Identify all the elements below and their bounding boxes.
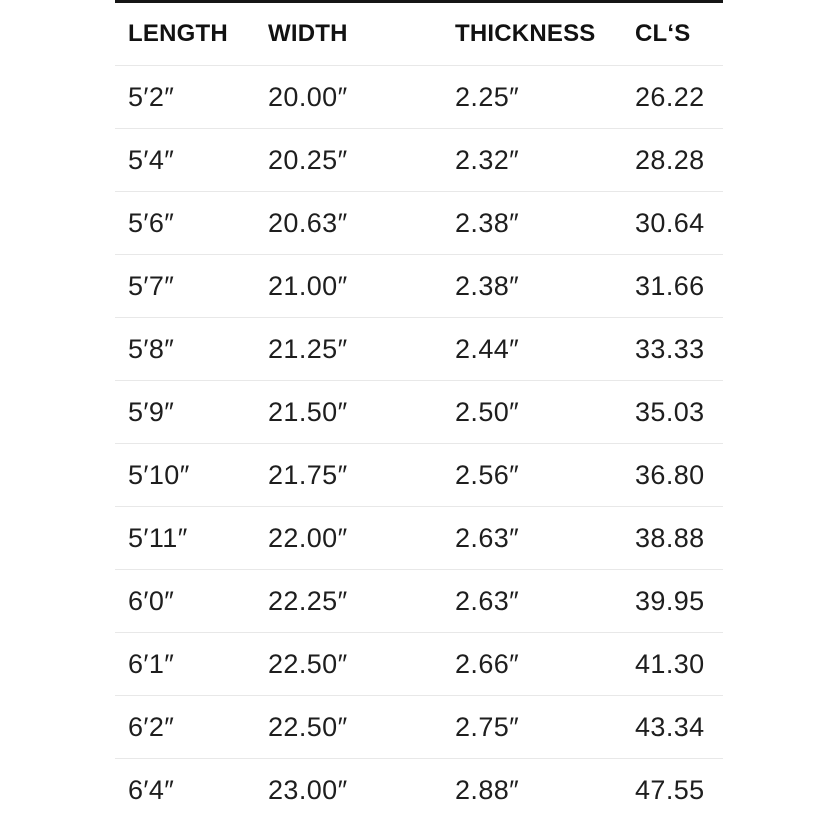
cell-length: 5′7″ [128,270,175,301]
table-row: 5′8″ 21.25″ 2.44″ 33.33 [115,318,723,381]
table-row: 5′10″ 21.75″ 2.56″ 36.80 [115,444,723,507]
size-chart-table: LENGTH WIDTH THICKNESS CL‘S 5′2″ 20.00″ 2.… [115,0,723,822]
table-row: 6′0″ 22.25″ 2.63″ 39.95 [115,570,723,633]
cell-cls: 30.64 [635,207,705,238]
cell-thickness: 2.56″ [455,459,520,490]
table-row: 5′9″ 21.50″ 2.50″ 35.03 [115,381,723,444]
cell-thickness: 2.63″ [455,585,520,616]
cell-length: 6′1″ [128,648,175,679]
cell-width: 20.63″ [268,207,348,238]
cell-cls: 26.22 [635,81,705,112]
header-cell-cls: CL‘S [635,20,691,47]
cell-length: 6′4″ [128,775,175,805]
cell-thickness: 2.32″ [455,144,520,175]
header-cell-width: WIDTH [268,20,348,47]
cell-width: 22.50″ [268,711,348,742]
cell-width: 21.75″ [268,459,348,490]
cell-thickness: 2.38″ [455,270,520,301]
cell-cls: 47.55 [635,775,705,805]
cell-length: 6′0″ [128,585,175,616]
cell-cls: 38.88 [635,522,705,553]
cell-thickness: 2.88″ [455,775,520,805]
cell-width: 20.25″ [268,144,348,175]
cell-width: 23.00″ [268,775,348,805]
table-row: 5′2″ 20.00″ 2.25″ 26.22 [115,66,723,129]
cell-length: 5′8″ [128,333,175,364]
cell-thickness: 2.44″ [455,333,520,364]
cell-length: 5′2″ [128,81,175,112]
cell-cls: 33.33 [635,333,705,364]
cell-length: 5′11″ [128,522,188,553]
cell-thickness: 2.63″ [455,522,520,553]
cell-length: 5′9″ [128,396,175,427]
cell-width: 22.00″ [268,522,348,553]
cell-cls: 28.28 [635,144,705,175]
cell-length: 6′2″ [128,711,175,742]
cell-thickness: 2.25″ [455,81,520,112]
cell-width: 21.00″ [268,270,348,301]
cell-cls: 39.95 [635,585,705,616]
cell-thickness: 2.66″ [455,648,520,679]
table-body: 5′2″ 20.00″ 2.25″ 26.22 5′4″ 20.25″ 2.32″ 28.28… [115,66,723,822]
cell-thickness: 2.38″ [455,207,520,238]
table-row: 6′2″ 22.50″ 2.75″ 43.34 [115,696,723,759]
cell-thickness: 2.75″ [455,711,520,742]
cell-length: 5′10″ [128,459,190,490]
table-row: 5′6″ 20.63″ 2.38″ 30.64 [115,192,723,255]
cell-thickness: 2.50″ [455,396,520,427]
table-row: 6′1″ 22.50″ 2.66″ 41.30 [115,633,723,696]
header-cell-length: LENGTH [128,20,228,47]
cell-width: 21.50″ [268,396,348,427]
cell-width: 21.25″ [268,333,348,364]
cell-width: 20.00″ [268,81,348,112]
cell-cls: 43.34 [635,711,705,742]
cell-width: 22.50″ [268,648,348,679]
table-row: 5′7″ 21.00″ 2.38″ 31.66 [115,255,723,318]
cell-length: 5′6″ [128,207,175,238]
table-row: 5′4″ 20.25″ 2.32″ 28.28 [115,129,723,192]
cell-cls: 41.30 [635,648,705,679]
table-row: 5′11″ 22.00″ 2.63″ 38.88 [115,507,723,570]
cell-length: 5′4″ [128,144,175,175]
cell-cls: 31.66 [635,270,705,301]
cell-width: 22.25″ [268,585,348,616]
cell-cls: 35.03 [635,396,705,427]
cell-cls: 36.80 [635,459,705,490]
table-header-row: LENGTH WIDTH THICKNESS CL‘S [115,3,723,66]
header-cell-thickness: THICKNESS [455,20,596,47]
table-row: 6′4″ 23.00″ 2.88″ 47.55 [115,759,723,822]
